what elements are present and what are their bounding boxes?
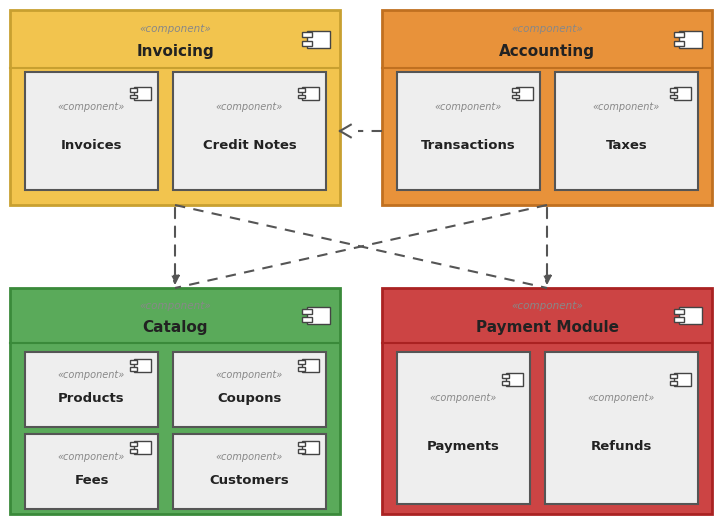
Bar <box>303 41 312 46</box>
Bar <box>130 442 137 446</box>
Bar <box>303 317 312 322</box>
Bar <box>303 32 312 37</box>
Text: «component»: «component» <box>593 102 660 113</box>
Text: «component»: «component» <box>216 102 283 113</box>
Bar <box>130 449 137 453</box>
Bar <box>679 30 702 48</box>
Text: Credit Notes: Credit Notes <box>203 139 296 151</box>
Bar <box>173 72 326 190</box>
Bar <box>173 434 326 509</box>
Text: Customers: Customers <box>209 474 290 487</box>
Bar <box>298 361 305 364</box>
Bar <box>302 441 319 454</box>
Bar <box>307 307 330 324</box>
Text: «component»: «component» <box>216 452 283 462</box>
Text: Payment Module: Payment Module <box>476 320 619 335</box>
Bar <box>545 352 698 504</box>
Text: Invoices: Invoices <box>61 139 122 151</box>
Text: «component»: «component» <box>588 392 655 402</box>
Bar <box>513 94 519 99</box>
Bar <box>670 88 677 92</box>
Bar <box>555 72 698 190</box>
Bar <box>25 352 158 427</box>
Bar <box>397 72 540 190</box>
Bar <box>10 288 340 514</box>
Text: «component»: «component» <box>435 102 502 113</box>
Bar <box>134 87 152 100</box>
Bar <box>674 87 692 100</box>
Bar <box>382 10 712 205</box>
Text: Accounting: Accounting <box>499 44 595 59</box>
Text: Coupons: Coupons <box>217 392 282 405</box>
Bar <box>670 94 677 99</box>
Bar <box>674 41 684 46</box>
Text: «component»: «component» <box>58 369 125 379</box>
Bar <box>302 359 319 372</box>
Bar <box>679 307 702 324</box>
Bar <box>506 373 523 386</box>
Text: Refunds: Refunds <box>591 440 652 453</box>
Text: «component»: «component» <box>139 301 211 311</box>
Text: «component»: «component» <box>216 369 283 379</box>
Bar <box>503 374 510 378</box>
Text: Transactions: Transactions <box>421 139 516 151</box>
Bar <box>130 88 137 92</box>
Bar <box>134 359 152 372</box>
Bar <box>130 361 137 364</box>
Bar <box>674 309 684 314</box>
Text: «component»: «component» <box>139 24 211 34</box>
Bar <box>130 367 137 370</box>
Bar <box>516 87 534 100</box>
Text: «component»: «component» <box>511 301 583 311</box>
Bar <box>298 88 305 92</box>
Text: Invoicing: Invoicing <box>136 44 214 59</box>
Bar <box>397 352 530 504</box>
Bar <box>307 30 330 48</box>
Bar <box>302 87 319 100</box>
Text: «component»: «component» <box>58 102 125 113</box>
Text: Products: Products <box>58 392 125 405</box>
Bar <box>503 380 510 385</box>
Bar <box>674 373 692 386</box>
Bar <box>298 442 305 446</box>
Text: Payments: Payments <box>427 440 500 453</box>
Bar <box>298 449 305 453</box>
Bar <box>298 94 305 99</box>
Bar <box>134 441 152 454</box>
Bar <box>25 72 158 190</box>
Text: «component»: «component» <box>430 392 497 402</box>
Bar <box>173 352 326 427</box>
Bar <box>674 32 684 37</box>
Text: «component»: «component» <box>511 24 583 34</box>
Bar <box>25 434 158 509</box>
Text: Catalog: Catalog <box>142 320 208 335</box>
Bar <box>674 317 684 322</box>
Bar <box>303 309 312 314</box>
Text: Taxes: Taxes <box>606 139 648 151</box>
Bar <box>130 94 137 99</box>
Bar <box>298 367 305 370</box>
Bar <box>10 10 340 205</box>
Bar <box>670 380 677 385</box>
Bar <box>513 88 519 92</box>
Bar <box>382 288 712 514</box>
Text: «component»: «component» <box>58 452 125 462</box>
Text: Fees: Fees <box>74 474 109 487</box>
Bar <box>670 374 677 378</box>
